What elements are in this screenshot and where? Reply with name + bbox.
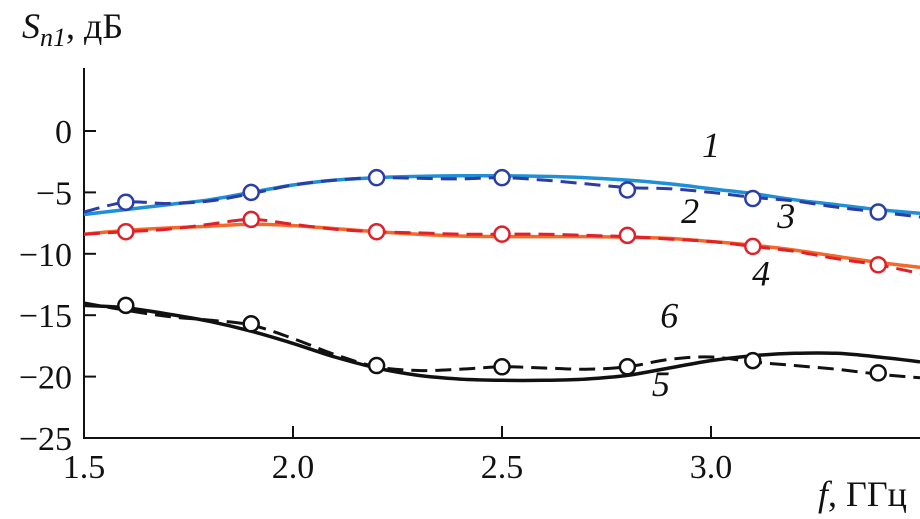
series-2-marker — [242, 183, 260, 202]
series-6-marker — [869, 364, 887, 382]
curve-label-4: 4 — [752, 254, 770, 294]
series-4-marker — [744, 237, 762, 256]
series-2-marker — [744, 189, 762, 208]
series-2-marker — [618, 181, 637, 199]
series-6-line — [84, 301, 920, 380]
series-4-marker — [869, 256, 887, 274]
curve-label-1: 1 — [702, 125, 720, 165]
y-axis-title: Sn1, дБ — [22, 6, 123, 52]
x-tick-label: 2.0 — [272, 449, 315, 486]
x-tick-label: 3.0 — [690, 449, 733, 486]
x-axis-title: f, ГГц — [818, 474, 907, 514]
series-2-marker — [117, 193, 135, 211]
y-axis-title-unit: , дБ — [66, 6, 123, 46]
series-6-marker — [618, 358, 637, 376]
x-ticks: 1.5 2.0 2.5 3.0 — [63, 426, 733, 486]
y-axis-title-subscript: n1 — [40, 23, 66, 52]
curve-label-5: 5 — [652, 364, 670, 404]
y-ticks: 0 −5 −10 −15 −20 −25 — [19, 114, 96, 458]
y-tick-label: −10 — [19, 237, 72, 274]
series-4-marker — [367, 222, 386, 241]
y-tick-label: −25 — [19, 421, 72, 458]
series-6-marker — [242, 315, 260, 333]
curve-label-3: 3 — [776, 196, 795, 236]
series-2-marker — [869, 203, 887, 221]
x-axis-title-unit: , ГГц — [828, 474, 907, 514]
axes-frame — [83, 68, 920, 439]
y-tick-label: 0 — [55, 114, 72, 151]
curve-label-6: 6 — [660, 295, 678, 335]
series-4-marker — [493, 225, 511, 243]
x-tick-label: 1.5 — [63, 449, 106, 486]
x-tick-label: 2.5 — [481, 449, 524, 486]
series-2-marker — [493, 168, 511, 187]
y-axis-title-main: S — [22, 6, 40, 46]
series-6-marker — [367, 356, 386, 375]
series-6-marker — [744, 351, 762, 370]
series-5-line — [84, 303, 920, 383]
y-tick-label: −5 — [36, 175, 72, 212]
series-6-marker — [493, 358, 511, 376]
y-tick-label: −20 — [19, 360, 72, 397]
y-tick-label: −15 — [19, 298, 72, 335]
series-4-marker — [618, 226, 637, 245]
series-6-marker — [117, 296, 135, 315]
series-4-marker — [242, 210, 260, 229]
series-4-marker — [117, 222, 135, 241]
series-2-marker — [367, 168, 386, 187]
markers-layer — [117, 168, 887, 382]
curve-label-2: 2 — [681, 191, 699, 231]
